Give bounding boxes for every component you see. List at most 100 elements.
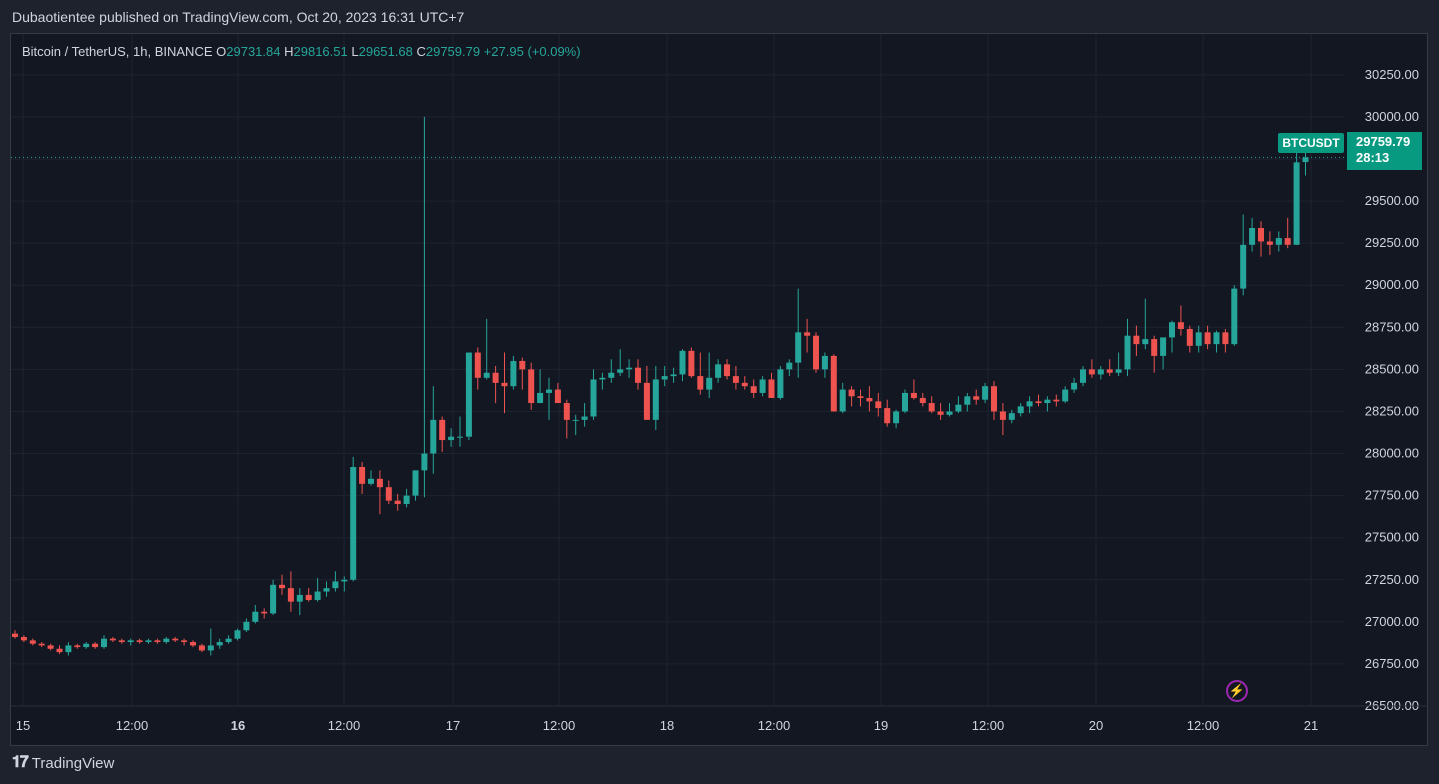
candle-body: [501, 382, 508, 387]
candle-body: [1080, 369, 1086, 383]
y-tick-label: 27250.00: [1365, 572, 1419, 587]
legend-close-value: 29759.79: [425, 44, 481, 59]
candle-body: [1106, 369, 1113, 373]
candle-body: [448, 436, 455, 441]
candle-body: [599, 377, 606, 380]
y-tick-label: 28500.00: [1365, 361, 1419, 376]
candle-body: [1026, 401, 1033, 407]
candle-body: [465, 352, 472, 437]
candle-body: [1213, 332, 1220, 345]
candle-body: [341, 579, 348, 582]
candle-body: [626, 367, 633, 370]
candle-body: [554, 389, 561, 404]
candle-body: [47, 645, 54, 649]
candle-body: [652, 379, 659, 420]
candle-body: [109, 638, 116, 641]
candle-body: [1071, 382, 1078, 390]
candle-body: [270, 584, 277, 614]
candle-body: [1258, 227, 1264, 242]
candle-body: [1133, 335, 1140, 345]
candle-body: [973, 396, 980, 400]
legend-close-label: C: [416, 44, 426, 59]
candle-body: [1035, 401, 1042, 404]
candle-body: [287, 588, 294, 602]
candle-body: [563, 403, 570, 420]
candle-body: [207, 645, 214, 651]
candle-body: [1044, 399, 1051, 404]
candle-body: [65, 645, 72, 653]
candle-body: [510, 360, 517, 387]
x-tick-label: 12:00: [972, 718, 1005, 733]
candle-body: [1151, 339, 1158, 356]
candle-body: [332, 581, 339, 589]
x-tick-label: 16: [231, 718, 245, 733]
y-tick-label: 29250.00: [1365, 235, 1419, 250]
y-tick-label: 29000.00: [1365, 277, 1419, 292]
candle-body: [483, 372, 490, 378]
candle-body: [216, 642, 223, 646]
candle-body: [38, 643, 45, 646]
candle-body: [74, 645, 81, 648]
candle-body: [1142, 339, 1149, 345]
candle-body: [1284, 238, 1291, 245]
candle-body: [910, 392, 917, 398]
tradingview-brand[interactable]: 𝟏𝟕 TradingView: [12, 754, 114, 772]
tradingview-logo-icon: 𝟏𝟕: [12, 754, 29, 771]
candle-body: [821, 355, 828, 370]
candle-body: [163, 638, 170, 643]
candle-body: [759, 379, 766, 393]
candle-body: [1053, 399, 1060, 402]
candle-body: [305, 594, 312, 600]
y-tick-label: 30000.00: [1365, 109, 1419, 124]
x-tick-label: 21: [1304, 718, 1318, 733]
candle-body: [546, 389, 552, 393]
candle-body: [750, 386, 757, 393]
lightning-icon[interactable]: ⚡: [1226, 680, 1248, 702]
candle-body: [528, 369, 535, 404]
candle-body: [198, 645, 205, 651]
bar-countdown: 28:13: [1356, 150, 1390, 165]
candle-body: [804, 332, 811, 336]
candle-body: [902, 392, 908, 412]
x-tick-label: 20: [1089, 718, 1103, 733]
candle-body: [243, 621, 250, 631]
x-tick-label: 18: [660, 718, 674, 733]
x-tick-label: 12:00: [543, 718, 576, 733]
candle-body: [181, 640, 188, 643]
candle-body: [1008, 413, 1015, 420]
x-tick-label: 12:00: [758, 718, 791, 733]
candle-body: [1088, 369, 1095, 375]
candle-body: [795, 332, 802, 363]
chart-frame[interactable]: 30250.0030000.0029750.0029500.0029250.00…: [10, 33, 1428, 746]
candle-body: [857, 396, 864, 398]
candle-body: [1204, 332, 1211, 345]
candle-body: [839, 389, 846, 412]
candle-body: [741, 382, 748, 387]
candle-body: [661, 376, 668, 380]
symbol-legend: Bitcoin / TetherUS, 1h, BINANCE O29731.8…: [22, 44, 581, 59]
candle-body: [296, 594, 303, 602]
candlestick-chart[interactable]: 30250.0030000.0029750.0029500.0029250.00…: [11, 34, 1427, 745]
candle-body: [643, 382, 650, 420]
candle-body: [732, 376, 739, 383]
candle-body: [999, 411, 1006, 420]
candle-body: [29, 640, 36, 644]
candle-body: [848, 389, 855, 397]
candle-body: [1124, 335, 1131, 370]
candle-body: [964, 396, 971, 405]
legend-change: +27.95 (+0.09%): [483, 44, 581, 59]
candle-body: [1293, 162, 1300, 245]
candle-body: [421, 453, 428, 471]
legend-low-value: 29651.68: [358, 44, 413, 59]
x-tick-label: 15: [16, 718, 30, 733]
candle-body: [1017, 406, 1024, 414]
candle-body: [252, 611, 259, 622]
legend-open-label: O: [216, 44, 227, 59]
y-tick-label: 26750.00: [1365, 656, 1419, 671]
candle-body: [1186, 328, 1193, 346]
candle-body: [234, 630, 241, 639]
candle-body: [991, 386, 997, 412]
candle-body: [403, 495, 410, 505]
candle-body: [430, 419, 437, 454]
candle-body: [225, 638, 232, 643]
